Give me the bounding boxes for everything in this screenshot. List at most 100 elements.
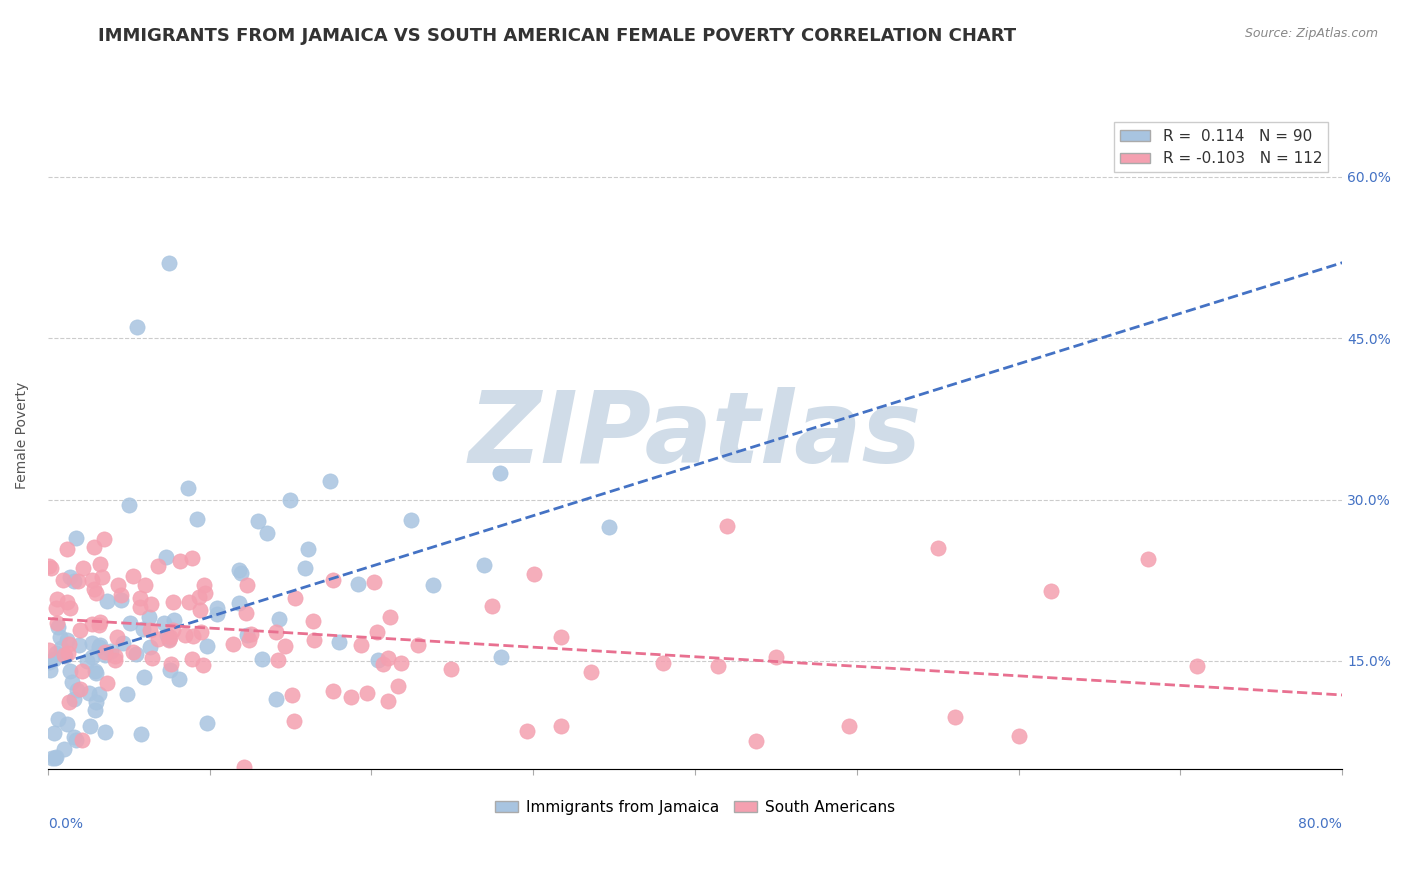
Text: 80.0%: 80.0%: [1298, 817, 1343, 831]
Point: [516, 724, 538, 739]
Point: [132, 623, 155, 637]
Point: [77, 686, 100, 700]
Point: [250, 652, 273, 666]
Point: [120, 615, 142, 630]
Point: [347, 577, 370, 591]
Point: [46, 712, 69, 726]
Point: [236, 578, 259, 592]
Point: [377, 650, 399, 665]
Point: [440, 662, 463, 676]
Point: [132, 670, 155, 684]
Point: [56, 717, 79, 731]
Point: [264, 692, 287, 706]
Point: [83, 702, 105, 716]
Point: [48, 631, 70, 645]
Point: [153, 616, 176, 631]
Point: [111, 636, 134, 650]
Point: [94, 724, 117, 739]
Point: [169, 554, 191, 568]
Point: [110, 592, 132, 607]
Point: [60, 675, 83, 690]
Point: [177, 594, 200, 608]
Point: [177, 481, 200, 495]
Point: [350, 638, 373, 652]
Point: [406, 638, 429, 652]
Point: [44, 751, 66, 765]
Point: [195, 716, 218, 731]
Point: [322, 573, 344, 587]
Point: [523, 566, 546, 581]
Point: [105, 630, 128, 644]
Point: [139, 623, 162, 637]
Point: [162, 623, 184, 637]
Point: [39, 561, 62, 575]
Point: [65, 683, 87, 698]
Point: [82, 636, 104, 650]
Y-axis label: Female Poverty: Female Poverty: [15, 382, 30, 489]
Point: [377, 694, 399, 708]
Point: [943, 710, 966, 724]
Point: [652, 657, 675, 671]
Point: [56, 646, 79, 660]
Text: ZIPatlas: ZIPatlas: [468, 386, 921, 483]
Point: [472, 558, 495, 573]
Point: [87, 687, 110, 701]
Point: [42, 725, 65, 739]
Point: [139, 598, 162, 612]
Text: 0.0%: 0.0%: [48, 817, 83, 831]
Point: [41, 751, 63, 765]
Point: [69, 623, 91, 637]
Point: [83, 665, 105, 679]
Point: [122, 569, 145, 583]
Point: [93, 532, 115, 546]
Point: [63, 691, 86, 706]
Point: [46, 616, 69, 631]
Point: [94, 648, 117, 662]
Point: [387, 679, 409, 693]
Point: [56, 595, 79, 609]
Point: [163, 613, 186, 627]
Point: [550, 719, 572, 733]
Point: [188, 591, 211, 605]
Point: [1137, 551, 1160, 566]
Point: [52, 648, 75, 662]
Point: [190, 603, 212, 617]
Point: [67, 639, 90, 653]
Point: [128, 591, 150, 606]
Point: [160, 657, 183, 671]
Point: [52, 742, 75, 756]
Point: [94, 645, 117, 659]
Point: [141, 651, 163, 665]
Point: [297, 542, 319, 557]
Point: [190, 625, 212, 640]
Point: [82, 649, 104, 664]
Point: [65, 531, 87, 545]
Point: [134, 578, 156, 592]
Point: [79, 719, 101, 733]
Point: [193, 578, 215, 592]
Point: [228, 563, 250, 577]
Point: [62, 574, 84, 588]
Point: [228, 596, 250, 610]
Point: [39, 663, 62, 677]
Point: [89, 557, 111, 571]
Point: [399, 513, 422, 527]
Point: [322, 684, 344, 698]
Point: [104, 648, 127, 663]
Point: [195, 639, 218, 653]
Point: [1007, 729, 1029, 743]
Point: [38, 643, 60, 657]
Point: [304, 633, 326, 648]
Point: [328, 635, 350, 649]
Point: [264, 624, 287, 639]
Point: [181, 651, 204, 665]
Point: [745, 734, 768, 748]
Point: [38, 655, 60, 669]
Point: [45, 750, 67, 764]
Point: [233, 760, 256, 774]
Point: [194, 585, 217, 599]
Point: [191, 657, 214, 672]
Point: [181, 629, 204, 643]
Point: [205, 607, 228, 622]
Point: [229, 566, 252, 581]
